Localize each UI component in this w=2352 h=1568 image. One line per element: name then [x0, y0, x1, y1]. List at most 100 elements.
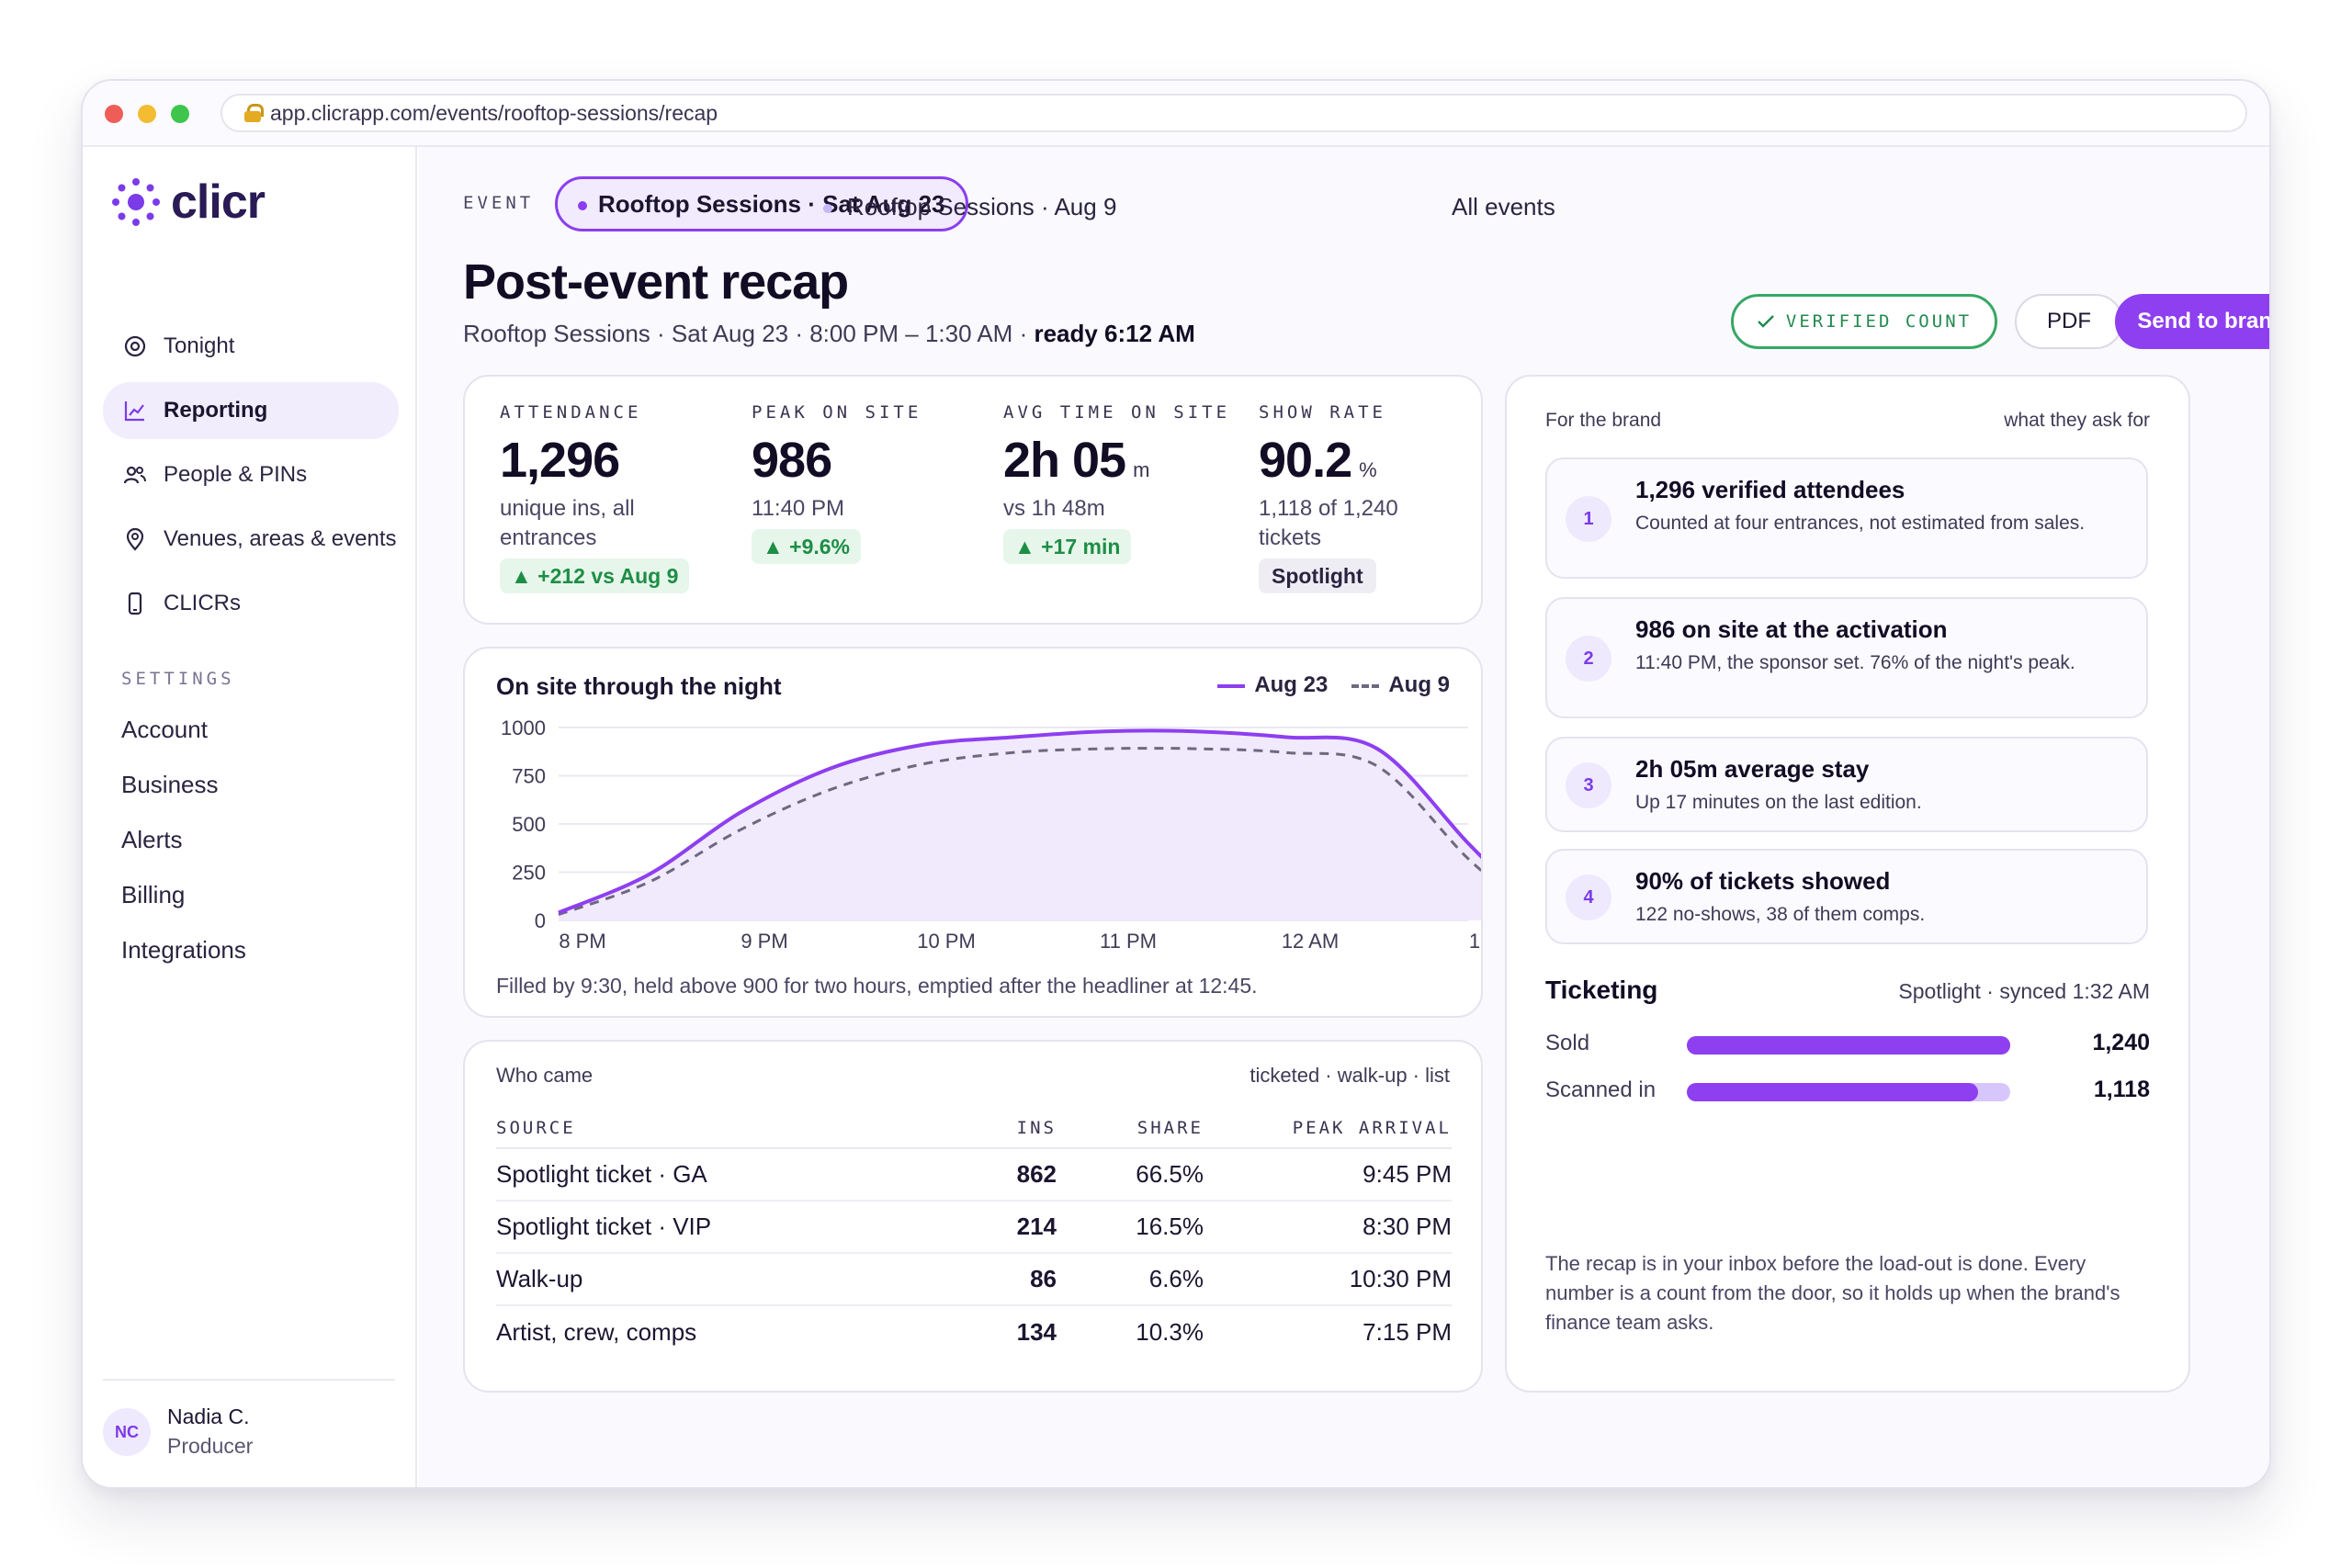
page-subtitle: Rooftop Sessions · Sat Aug 23 · 8:00 PM …	[463, 320, 1195, 348]
stat-label: ATTENDANCE	[500, 402, 642, 423]
nav-item-label: Venues, areas & events	[164, 526, 397, 551]
event-selector-previous[interactable]: Rooftop Sessions · Aug 9	[823, 193, 1116, 221]
stat-value: 1,296	[500, 432, 702, 489]
legend-swatch-solid	[1217, 683, 1246, 688]
legend-item-current: Aug 23	[1217, 672, 1328, 698]
chart-caption: Filled by 9:30, held above 900 for two h…	[496, 974, 1258, 998]
stat-show-rate: SHOW RATE 90.2% 1,118 of 1,240 tickets S…	[1259, 402, 1442, 593]
chart-card: 0 250 500 750 1000 8 PM 9 PM 10 PM 11 PM 12 AM 1 A…	[463, 647, 1483, 1018]
cell-ins: 214	[937, 1201, 1057, 1254]
stat-label: SHOW RATE	[1259, 402, 1386, 423]
ask-body: 122 no-shows, 38 of them comps.	[1635, 904, 1926, 925]
stat-delta: ▲ +9.6%	[752, 529, 862, 564]
stat-value: 986	[752, 432, 954, 489]
send-to-brand-button[interactable]: Send to brand	[2115, 294, 2269, 349]
settings-item-alerts[interactable]: Alerts	[121, 826, 183, 853]
series-line-aug-9	[558, 747, 1481, 917]
y-tick-label: 1000	[501, 716, 546, 739]
ticketing-sync-status: Spotlight · synced 1:32 AM	[1898, 979, 2150, 1003]
settings-item-integrations[interactable]: Integrations	[121, 936, 246, 964]
nav-item-venues[interactable]: Venues, areas & events	[103, 511, 399, 568]
brand-card: For the brand what they ask for 1 1,296 …	[1505, 375, 2190, 1393]
phone-icon	[128, 592, 142, 615]
x-tick-label: 11 PM	[1100, 930, 1157, 953]
col-share: SHARE	[1057, 1108, 1204, 1149]
maximize-window-button[interactable]	[171, 105, 189, 123]
x-tick-label: 1 AM	[1469, 930, 1481, 953]
area-fill-aug-23	[559, 730, 1481, 920]
cell-ins: 134	[1016, 1317, 1057, 1346]
event-details: Rooftop Sessions · Sat Aug 23 · 8:00 PM …	[463, 320, 1035, 347]
logo-mark-icon	[112, 178, 160, 226]
chart-line-icon	[124, 401, 144, 422]
who-came-filter: ticketed · walk-up · list	[1250, 1064, 1450, 1087]
cell-share: 10.3%	[1136, 1317, 1204, 1346]
scanned-bar-fill	[1687, 1083, 1979, 1101]
primary-nav: Tonight Reporting People & PINs Venues, …	[103, 318, 399, 639]
sidebar: clicr Tonight Reporting People & PINs Ve…	[83, 147, 417, 1487]
stat-unit: m	[1133, 458, 1150, 481]
location-pin-icon	[126, 527, 144, 551]
all-events-link[interactable]: All events	[1452, 193, 1555, 220]
source-tag: Spotlight	[1259, 558, 1376, 593]
ask-title: 90% of tickets showed	[1635, 867, 1891, 895]
browser-window: app.clicrapp.com/events/rooftop-sessions…	[81, 79, 2271, 1489]
table-row: Artist, crew, comps 134 10.3% 7:15 PM	[496, 1305, 1452, 1358]
logo[interactable]: clicr	[108, 175, 266, 230]
brand-ask-item: 4 90% of tickets showed 122 no-shows, 38…	[1545, 849, 2148, 944]
logo-text: clicr	[171, 175, 266, 229]
ask-body: Up 17 minutes on the last edition.	[1635, 792, 1922, 813]
stat-sub: 11:40 PM	[752, 496, 844, 521]
stat-avg-time: AVG TIME ON SITE 2h 05 m vs 1h 48m ▲ +17 …	[1003, 402, 1227, 564]
legend-label: Aug 23	[1254, 672, 1329, 697]
pdf-button[interactable]: PDF	[2015, 294, 2123, 349]
people-icon	[123, 466, 146, 484]
brand-ask-item: 1 1,296 verified attendees Counted at fo…	[1545, 457, 2148, 579]
cell-share: 6.6%	[1057, 1253, 1204, 1306]
stat-sub: vs 1h 48m	[1003, 496, 1105, 521]
avatar: NC	[103, 1408, 151, 1456]
stat-number: 986	[752, 433, 832, 488]
close-window-button[interactable]	[105, 105, 123, 123]
stat-peak: PEAK ON SITE 986 11:40 PM ▲ +9.6%	[752, 402, 954, 564]
cell-peak-arrival: 10:30 PM	[1204, 1253, 1452, 1306]
settings-item-account[interactable]: Account	[121, 716, 208, 743]
verified-count-badge: VERIFIED COUNT	[1731, 294, 1997, 349]
cell-ins: 86	[937, 1253, 1057, 1306]
settings-item-billing[interactable]: Billing	[121, 881, 186, 908]
brand-heading: For the brand	[1545, 410, 1662, 431]
cell-share: 66.5%	[1057, 1148, 1204, 1201]
nav-item-tonight[interactable]: Tonight	[103, 318, 399, 375]
brand-ask-item: 3 2h 05m average stay Up 17 minutes on t…	[1545, 737, 2148, 832]
stat-sub: 1,118 of 1,240 tickets	[1259, 496, 1398, 550]
ask-number: 3	[1566, 762, 1611, 808]
minimize-window-button[interactable]	[138, 105, 156, 123]
x-tick-label: 9 PM	[741, 930, 787, 953]
stat-sub: unique ins, all entrances	[500, 496, 635, 550]
stat-number: 90.2	[1259, 433, 1352, 488]
address-bar[interactable]: app.clicrapp.com/events/rooftop-sessions…	[220, 94, 2247, 132]
nav-item-people[interactable]: People & PINs	[103, 446, 399, 503]
y-tick-label: 500	[512, 813, 546, 836]
stat-delta: ▲ +17 min	[1003, 529, 1132, 564]
verified-count-label: VERIFIED COUNT	[1785, 311, 1973, 332]
user-profile[interactable]: NC Nadia C. Producer	[103, 1379, 395, 1487]
who-came-table: SOURCE INS SHARE PEAK ARRIVAL Spotlight …	[496, 1108, 1452, 1358]
stat-attendance: ATTENDANCE 1,296 unique ins, all entranc…	[500, 402, 702, 593]
who-came-title: Who came	[496, 1064, 594, 1087]
nav-item-clicrs[interactable]: CLICRs	[103, 575, 399, 632]
user-name: Nadia C.	[167, 1404, 250, 1428]
cell-source: Spotlight ticket · VIP	[496, 1201, 937, 1254]
stat-delta: ▲ +212 vs Aug 9	[500, 558, 690, 593]
cell-ins: 862	[937, 1148, 1057, 1201]
event-selector-current[interactable]: Rooftop Sessions · Sat Aug 23	[555, 176, 968, 231]
settings-item-business[interactable]: Business	[121, 771, 219, 798]
legend-swatch-dashed	[1351, 683, 1380, 688]
y-tick-label: 750	[512, 765, 546, 788]
nav-item-reporting[interactable]: Reporting	[103, 382, 399, 439]
stat-unit: %	[1359, 458, 1377, 481]
chart-title: On site through the night	[496, 672, 782, 700]
ticketing-title: Ticketing	[1545, 976, 1658, 1004]
cell-source: Spotlight ticket · GA	[496, 1148, 937, 1201]
ask-title: 986 on site at the activation	[1635, 615, 1948, 643]
